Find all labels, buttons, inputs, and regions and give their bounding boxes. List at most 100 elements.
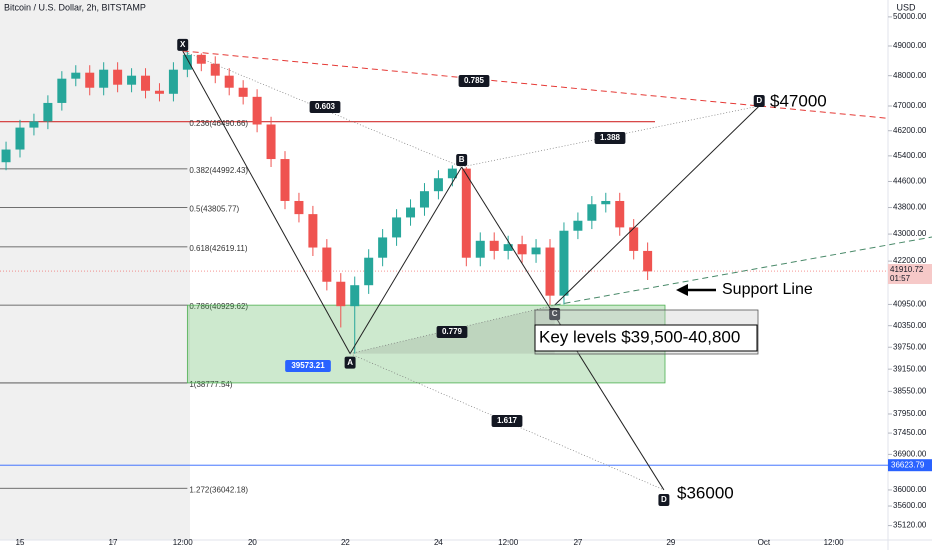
blue-level-label: 36623.79 xyxy=(891,460,925,469)
point-label: B xyxy=(456,154,468,167)
candle-body xyxy=(392,217,402,238)
ratio-label: 0.603 xyxy=(309,101,341,113)
ratio-label-text: 1.388 xyxy=(600,133,621,142)
y-tick-label: 42200.00 xyxy=(893,256,927,265)
candle-body xyxy=(545,247,555,296)
point-label-bg xyxy=(456,154,468,167)
ratio-label: 0.785 xyxy=(458,75,490,87)
ratio-label-bg xyxy=(436,326,468,338)
point-label-text: B xyxy=(459,155,465,164)
x-tick-label: 12:00 xyxy=(173,538,194,547)
countdown-label: 01:57 xyxy=(890,274,911,283)
fib-label: 0.618(42619.11) xyxy=(189,244,247,253)
fib-label: 0.382(44992.43) xyxy=(189,166,248,175)
candle-body xyxy=(531,247,541,255)
point-label: A xyxy=(344,356,356,369)
y-tick-label: 44600.00 xyxy=(893,177,927,186)
y-tick-label: 38550.00 xyxy=(893,386,927,395)
point-label-text: C xyxy=(552,309,558,318)
y-tick-label: 47000.00 xyxy=(893,101,927,110)
x-tick-label: 20 xyxy=(248,538,257,547)
ratio-label: 0.779 xyxy=(436,326,468,338)
fib-label: 0.5(43805.77) xyxy=(189,204,239,213)
x-tick-label: 29 xyxy=(666,538,675,547)
chart-title: Bitcoin / U.S. Dollar, 2h, BITSTAMP xyxy=(4,2,146,12)
y-tick-label: 50000.00 xyxy=(893,12,927,21)
x-tick-label: Oct xyxy=(758,538,771,547)
x-tick-label: 12:00 xyxy=(498,538,519,547)
point-label-text: D xyxy=(661,495,667,504)
y-tick-label: 48000.00 xyxy=(893,71,927,80)
y-tick-label: 37950.00 xyxy=(893,409,927,418)
blue-level-tag xyxy=(888,459,932,472)
candle-body xyxy=(154,90,164,94)
candle-body xyxy=(127,75,137,85)
candle-body xyxy=(587,204,597,221)
point-label-bg xyxy=(753,94,765,107)
y-tick-label: 36000.00 xyxy=(893,485,927,494)
x-tick-label: 17 xyxy=(109,538,118,547)
candle-body xyxy=(252,96,262,125)
candle-body xyxy=(141,75,151,91)
candle-body xyxy=(461,168,471,258)
ratio-label-bg xyxy=(594,132,626,144)
candle-body xyxy=(615,200,625,228)
candle-body xyxy=(1,149,11,163)
point-label-bg xyxy=(658,493,670,506)
y-tick-label: 46200.00 xyxy=(893,126,927,135)
candle-body xyxy=(99,69,109,88)
key-levels-label: Key levels $39,500-40,800 xyxy=(539,327,740,346)
candle-body xyxy=(168,69,178,94)
target-label: $36000 xyxy=(677,483,734,502)
point-label-bg xyxy=(344,356,356,369)
candle-body xyxy=(43,102,53,122)
fib-label: 0.786(40929.62) xyxy=(189,302,248,311)
fib-label: 1.272(36042.18) xyxy=(189,485,248,494)
point-label-bg xyxy=(177,38,189,51)
candle-body xyxy=(85,72,95,88)
cd-leg xyxy=(554,105,760,306)
x-tick-label: 12:00 xyxy=(824,538,845,547)
y-tick-label: 45400.00 xyxy=(893,151,927,160)
candle-body xyxy=(364,257,374,286)
point-label: D xyxy=(658,493,670,506)
low-tag: 39573.21 xyxy=(285,360,331,372)
candle-body xyxy=(15,127,25,150)
fib-label: 1(38777.54) xyxy=(189,380,232,389)
point-label: D xyxy=(753,94,765,107)
point-label-bg xyxy=(549,308,561,321)
currency: USD xyxy=(896,2,916,12)
y-tick-label: 40350.00 xyxy=(893,321,927,330)
ratio-label-text: 0.779 xyxy=(442,327,463,336)
ratio-label: 1.617 xyxy=(491,415,523,427)
ratio-label-text: 0.603 xyxy=(315,102,336,111)
x-tick-label: 22 xyxy=(341,538,350,547)
y-tick-label: 39150.00 xyxy=(893,364,927,373)
candle-body xyxy=(601,200,611,205)
point-label-text: A xyxy=(347,358,353,367)
ratio-label-bg xyxy=(309,101,341,113)
candle-body xyxy=(294,200,304,215)
candle-body xyxy=(503,244,513,251)
ratio-label: 1.388 xyxy=(594,132,626,144)
low-tag-bg xyxy=(285,360,331,372)
ab-leg xyxy=(349,166,463,354)
support-label: Support Line xyxy=(722,281,813,298)
last-price-tag xyxy=(888,264,932,285)
candle-body xyxy=(308,214,318,248)
support-line xyxy=(554,236,932,306)
candle-body xyxy=(113,69,123,85)
candle-body xyxy=(182,54,192,70)
candle-body xyxy=(322,247,332,282)
last-price-label: 41910.72 xyxy=(890,265,924,274)
history-shade xyxy=(0,0,190,540)
x-tick-label: 24 xyxy=(434,538,443,547)
candle-body xyxy=(573,220,583,231)
candle-body xyxy=(224,75,234,88)
ratio-label-text: 0.785 xyxy=(464,76,485,85)
point-label-text: D xyxy=(756,96,762,105)
key-levels-text-bg xyxy=(534,324,758,352)
support-arrow-head xyxy=(676,284,688,296)
target-label: $47000 xyxy=(770,91,827,110)
ratio-label-text: 1.617 xyxy=(497,416,518,425)
